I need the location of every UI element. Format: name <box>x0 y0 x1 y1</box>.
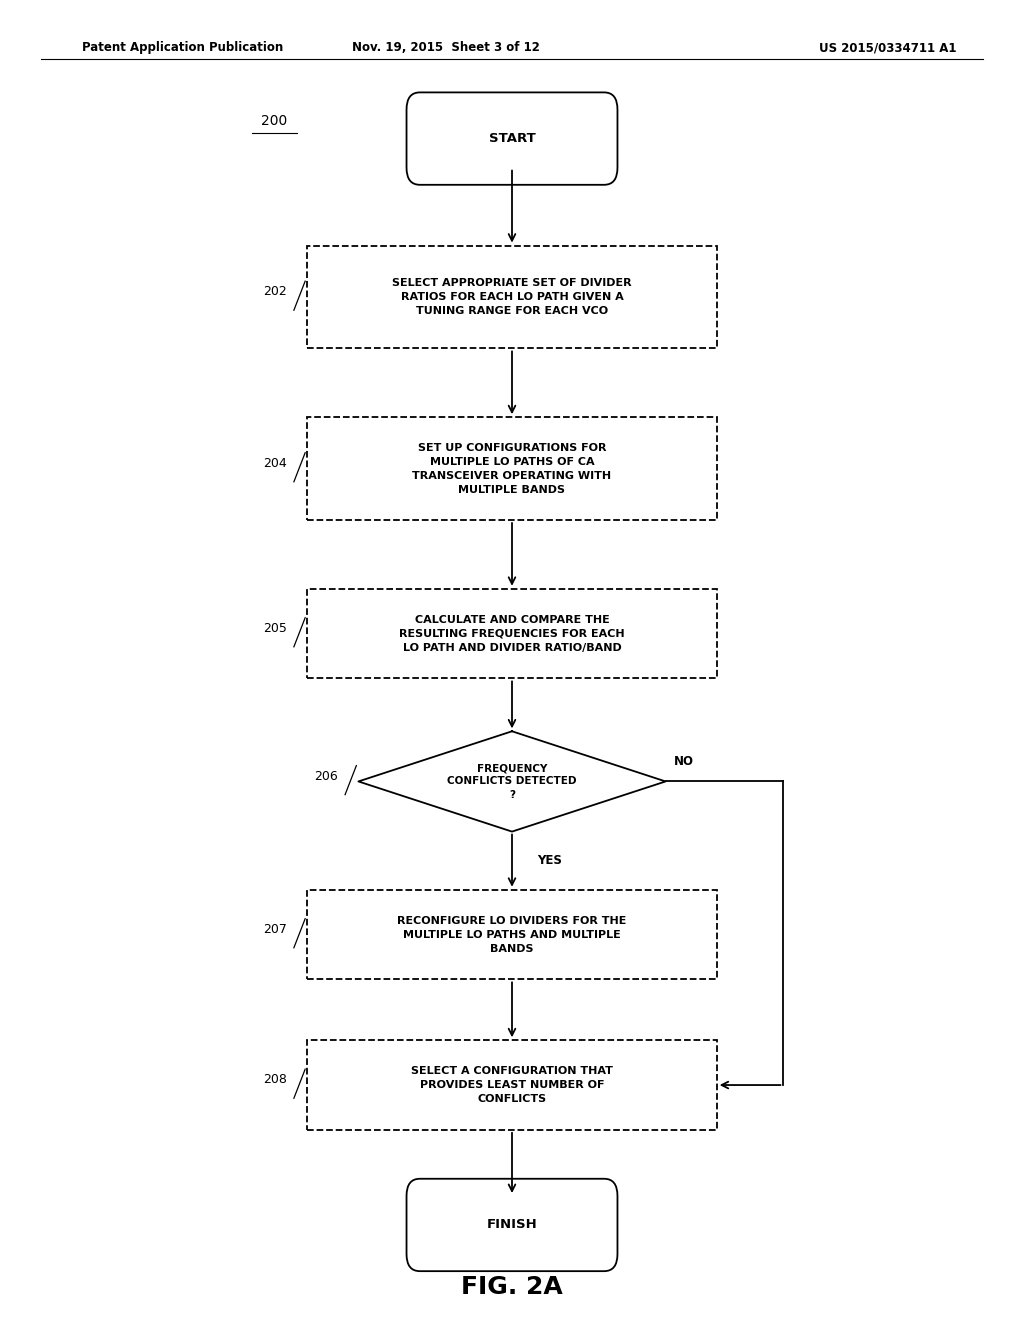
Text: START: START <box>488 132 536 145</box>
Text: Patent Application Publication: Patent Application Publication <box>82 41 284 54</box>
Text: YES: YES <box>538 854 562 867</box>
Text: 200: 200 <box>261 115 288 128</box>
FancyBboxPatch shape <box>307 589 717 678</box>
Text: FREQUENCY
CONFLICTS DETECTED
?: FREQUENCY CONFLICTS DETECTED ? <box>447 763 577 800</box>
FancyBboxPatch shape <box>307 246 717 348</box>
Text: US 2015/0334711 A1: US 2015/0334711 A1 <box>819 41 956 54</box>
FancyBboxPatch shape <box>307 417 717 520</box>
Text: CALCULATE AND COMPARE THE
RESULTING FREQUENCIES FOR EACH
LO PATH AND DIVIDER RAT: CALCULATE AND COMPARE THE RESULTING FREQ… <box>399 615 625 652</box>
Text: FIG. 2A: FIG. 2A <box>461 1275 563 1299</box>
Text: 207: 207 <box>263 923 287 936</box>
FancyBboxPatch shape <box>407 1179 617 1271</box>
Text: 208: 208 <box>263 1073 287 1086</box>
Text: 206: 206 <box>314 770 338 783</box>
FancyBboxPatch shape <box>307 1040 717 1130</box>
Text: SELECT APPROPRIATE SET OF DIVIDER
RATIOS FOR EACH LO PATH GIVEN A
TUNING RANGE F: SELECT APPROPRIATE SET OF DIVIDER RATIOS… <box>392 279 632 315</box>
Text: 205: 205 <box>263 622 287 635</box>
Text: SET UP CONFIGURATIONS FOR
MULTIPLE LO PATHS OF CA
TRANSCEIVER OPERATING WITH
MUL: SET UP CONFIGURATIONS FOR MULTIPLE LO PA… <box>413 442 611 495</box>
Polygon shape <box>358 731 666 832</box>
FancyBboxPatch shape <box>307 890 717 979</box>
Text: RECONFIGURE LO DIVIDERS FOR THE
MULTIPLE LO PATHS AND MULTIPLE
BANDS: RECONFIGURE LO DIVIDERS FOR THE MULTIPLE… <box>397 916 627 953</box>
Text: 204: 204 <box>263 457 287 470</box>
Text: FINISH: FINISH <box>486 1218 538 1232</box>
Text: Nov. 19, 2015  Sheet 3 of 12: Nov. 19, 2015 Sheet 3 of 12 <box>351 41 540 54</box>
Text: SELECT A CONFIGURATION THAT
PROVIDES LEAST NUMBER OF
CONFLICTS: SELECT A CONFIGURATION THAT PROVIDES LEA… <box>411 1067 613 1104</box>
FancyBboxPatch shape <box>407 92 617 185</box>
Text: 202: 202 <box>263 285 287 298</box>
Text: NO: NO <box>674 755 694 768</box>
